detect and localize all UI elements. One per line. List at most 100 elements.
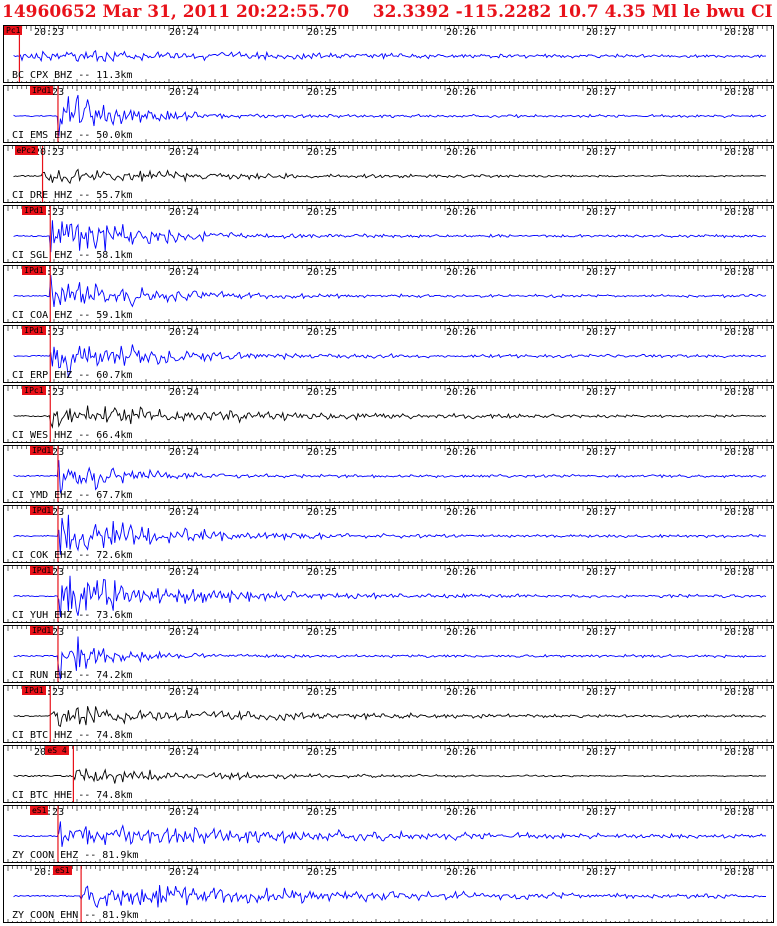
waveform-line bbox=[13, 821, 767, 847]
station-label: BC CPX BHZ -- 11.3km bbox=[12, 70, 133, 81]
time-tick-label: 20:27 bbox=[586, 147, 617, 158]
time-tick-label: 20:24 bbox=[169, 447, 200, 458]
trace-panel: 20:23 20:24 20:25 20:26 20:27 20:28 eS1 ZY COON… bbox=[3, 805, 774, 863]
time-tick-label: 20:27 bbox=[586, 747, 617, 758]
time-tick-label: 20:24 bbox=[169, 807, 200, 818]
trace-panel: 20:23 20:24 20:25 20:26 20:27 20:28 ePc2 CI DRE… bbox=[3, 145, 774, 203]
waveform bbox=[7, 446, 772, 502]
time-tick-label: 20:27 bbox=[586, 447, 617, 458]
time-tick-label: 20:26 bbox=[446, 807, 477, 818]
time-tick-label: 20:24 bbox=[169, 267, 200, 278]
time-tick-label: 20:26 bbox=[446, 387, 477, 398]
waveform-line bbox=[13, 405, 767, 429]
time-tick-label: 20:28 bbox=[724, 627, 755, 638]
phase-pick-badge: Pc1 bbox=[4, 26, 23, 35]
time-tick-label: 20:26 bbox=[446, 747, 477, 758]
station-label: CI WES HHZ -- 66.4km bbox=[12, 430, 133, 441]
station-label: CI COA EHZ -- 59.1km bbox=[12, 310, 133, 321]
time-tick-label: 20:26 bbox=[446, 327, 477, 338]
time-tick-label: 20:23 bbox=[34, 327, 65, 338]
time-tick-label: 20:24 bbox=[169, 627, 200, 638]
station-label: ZY COON EHZ -- 81.9km bbox=[12, 850, 139, 861]
time-tick-label: 20:23 bbox=[34, 267, 65, 278]
waveform-line bbox=[13, 274, 767, 308]
trace-panel: 20:23 20:24 20:25 20:26 20:27 20:28 IPc1 CI WES… bbox=[3, 385, 774, 443]
time-tick-label: 20:27 bbox=[586, 807, 617, 818]
time-tick-label: 20:25 bbox=[307, 447, 338, 458]
phase-pick-badge: IPd1 bbox=[22, 686, 46, 695]
time-tick-label: 20:26 bbox=[446, 27, 477, 38]
time-tick-label: 20:26 bbox=[446, 147, 477, 158]
waveform bbox=[7, 146, 772, 202]
time-tick-label: 20:28 bbox=[724, 387, 755, 398]
time-tick-label: 20:27 bbox=[586, 627, 617, 638]
time-tick-label: 20:28 bbox=[724, 207, 755, 218]
seismogram-panel: 20:23 20:24 20:25 20:26 20:27 20:28 Pc1 BC CPX … bbox=[0, 25, 777, 926]
waveform bbox=[7, 806, 772, 862]
time-tick-label: 20:25 bbox=[307, 387, 338, 398]
time-tick-label: 20:27 bbox=[586, 87, 617, 98]
station-label: CI BTC HHZ -- 74.8km bbox=[12, 730, 133, 741]
time-tick-label: 20:28 bbox=[724, 747, 755, 758]
waveform-line bbox=[13, 49, 766, 63]
waveform bbox=[7, 386, 772, 442]
time-tick-label: 20:26 bbox=[446, 507, 477, 518]
waveform bbox=[7, 326, 772, 382]
phase-pick-badge: IPd1 bbox=[29, 86, 54, 95]
phase-pick-badge: IPd1 bbox=[29, 566, 54, 575]
time-tick-label: 20:23 bbox=[34, 387, 65, 398]
time-tick-label: 20:24 bbox=[169, 87, 200, 98]
station-label: CI YUH EHZ -- 73.6km bbox=[12, 610, 133, 621]
time-tick-label: 20:27 bbox=[586, 567, 617, 578]
trace-panel: 20:23 20:24 20:25 20:26 20:27 20:28 IPd1 CI ERP… bbox=[3, 325, 774, 383]
time-tick-label: 20:26 bbox=[446, 567, 477, 578]
time-tick-label: 20:24 bbox=[169, 207, 200, 218]
time-tick-label: 20:26 bbox=[446, 267, 477, 278]
time-tick-label: 20:27 bbox=[586, 327, 617, 338]
time-tick-label: 20:24 bbox=[169, 567, 200, 578]
station-label: CI DRE HHZ -- 55.7km bbox=[12, 190, 133, 201]
time-tick-label: 20:23 bbox=[34, 207, 65, 218]
time-tick-label: 20:24 bbox=[169, 27, 200, 38]
trace-panel: 20:23 20:24 20:25 20:26 20:27 20:28 IPd1 CI SGL… bbox=[3, 205, 774, 263]
waveform-line bbox=[13, 706, 767, 728]
time-tick-label: 20:24 bbox=[169, 747, 200, 758]
time-tick-label: 20:25 bbox=[307, 267, 338, 278]
waveform bbox=[7, 866, 772, 922]
waveform-line bbox=[13, 460, 767, 495]
phase-pick-badge: IPd1 bbox=[29, 626, 54, 635]
time-tick-label: 20:24 bbox=[169, 687, 200, 698]
waveform-line bbox=[13, 636, 767, 680]
time-tick-label: 20:23 bbox=[34, 27, 65, 38]
time-tick-label: 20:28 bbox=[724, 807, 755, 818]
time-tick-label: 20:25 bbox=[307, 27, 338, 38]
time-tick-label: 20:28 bbox=[724, 687, 755, 698]
waveform bbox=[7, 566, 772, 622]
time-tick-label: 20:25 bbox=[307, 147, 338, 158]
trace-panel: 20:23 20:24 20:25 20:26 20:27 20:28 eS1 ZY COON… bbox=[3, 865, 774, 923]
waveform bbox=[7, 626, 772, 682]
station-label: CI ERP EHZ -- 60.7km bbox=[12, 370, 133, 381]
time-tick-label: 20:27 bbox=[586, 507, 617, 518]
phase-pick-badge: eS1 bbox=[29, 806, 49, 815]
waveform bbox=[7, 506, 772, 562]
time-tick-label: 20:28 bbox=[724, 87, 755, 98]
station-label: CI EMS EHZ -- 50.0km bbox=[12, 130, 133, 141]
time-tick-label: 20:25 bbox=[307, 627, 338, 638]
time-tick-label: 20:25 bbox=[307, 507, 338, 518]
waveform-line bbox=[13, 575, 767, 618]
station-label: CI RUN EHZ -- 74.2km bbox=[12, 670, 133, 681]
time-tick-label: 20:28 bbox=[724, 267, 755, 278]
waveform bbox=[7, 26, 772, 82]
time-tick-label: 20:23 bbox=[34, 687, 65, 698]
time-tick-label: 20:28 bbox=[724, 447, 755, 458]
time-tick-label: 20:23 bbox=[34, 147, 65, 158]
waveform-line bbox=[13, 220, 766, 253]
time-tick-label: 20:24 bbox=[169, 387, 200, 398]
time-tick-label: 20:25 bbox=[307, 687, 338, 698]
